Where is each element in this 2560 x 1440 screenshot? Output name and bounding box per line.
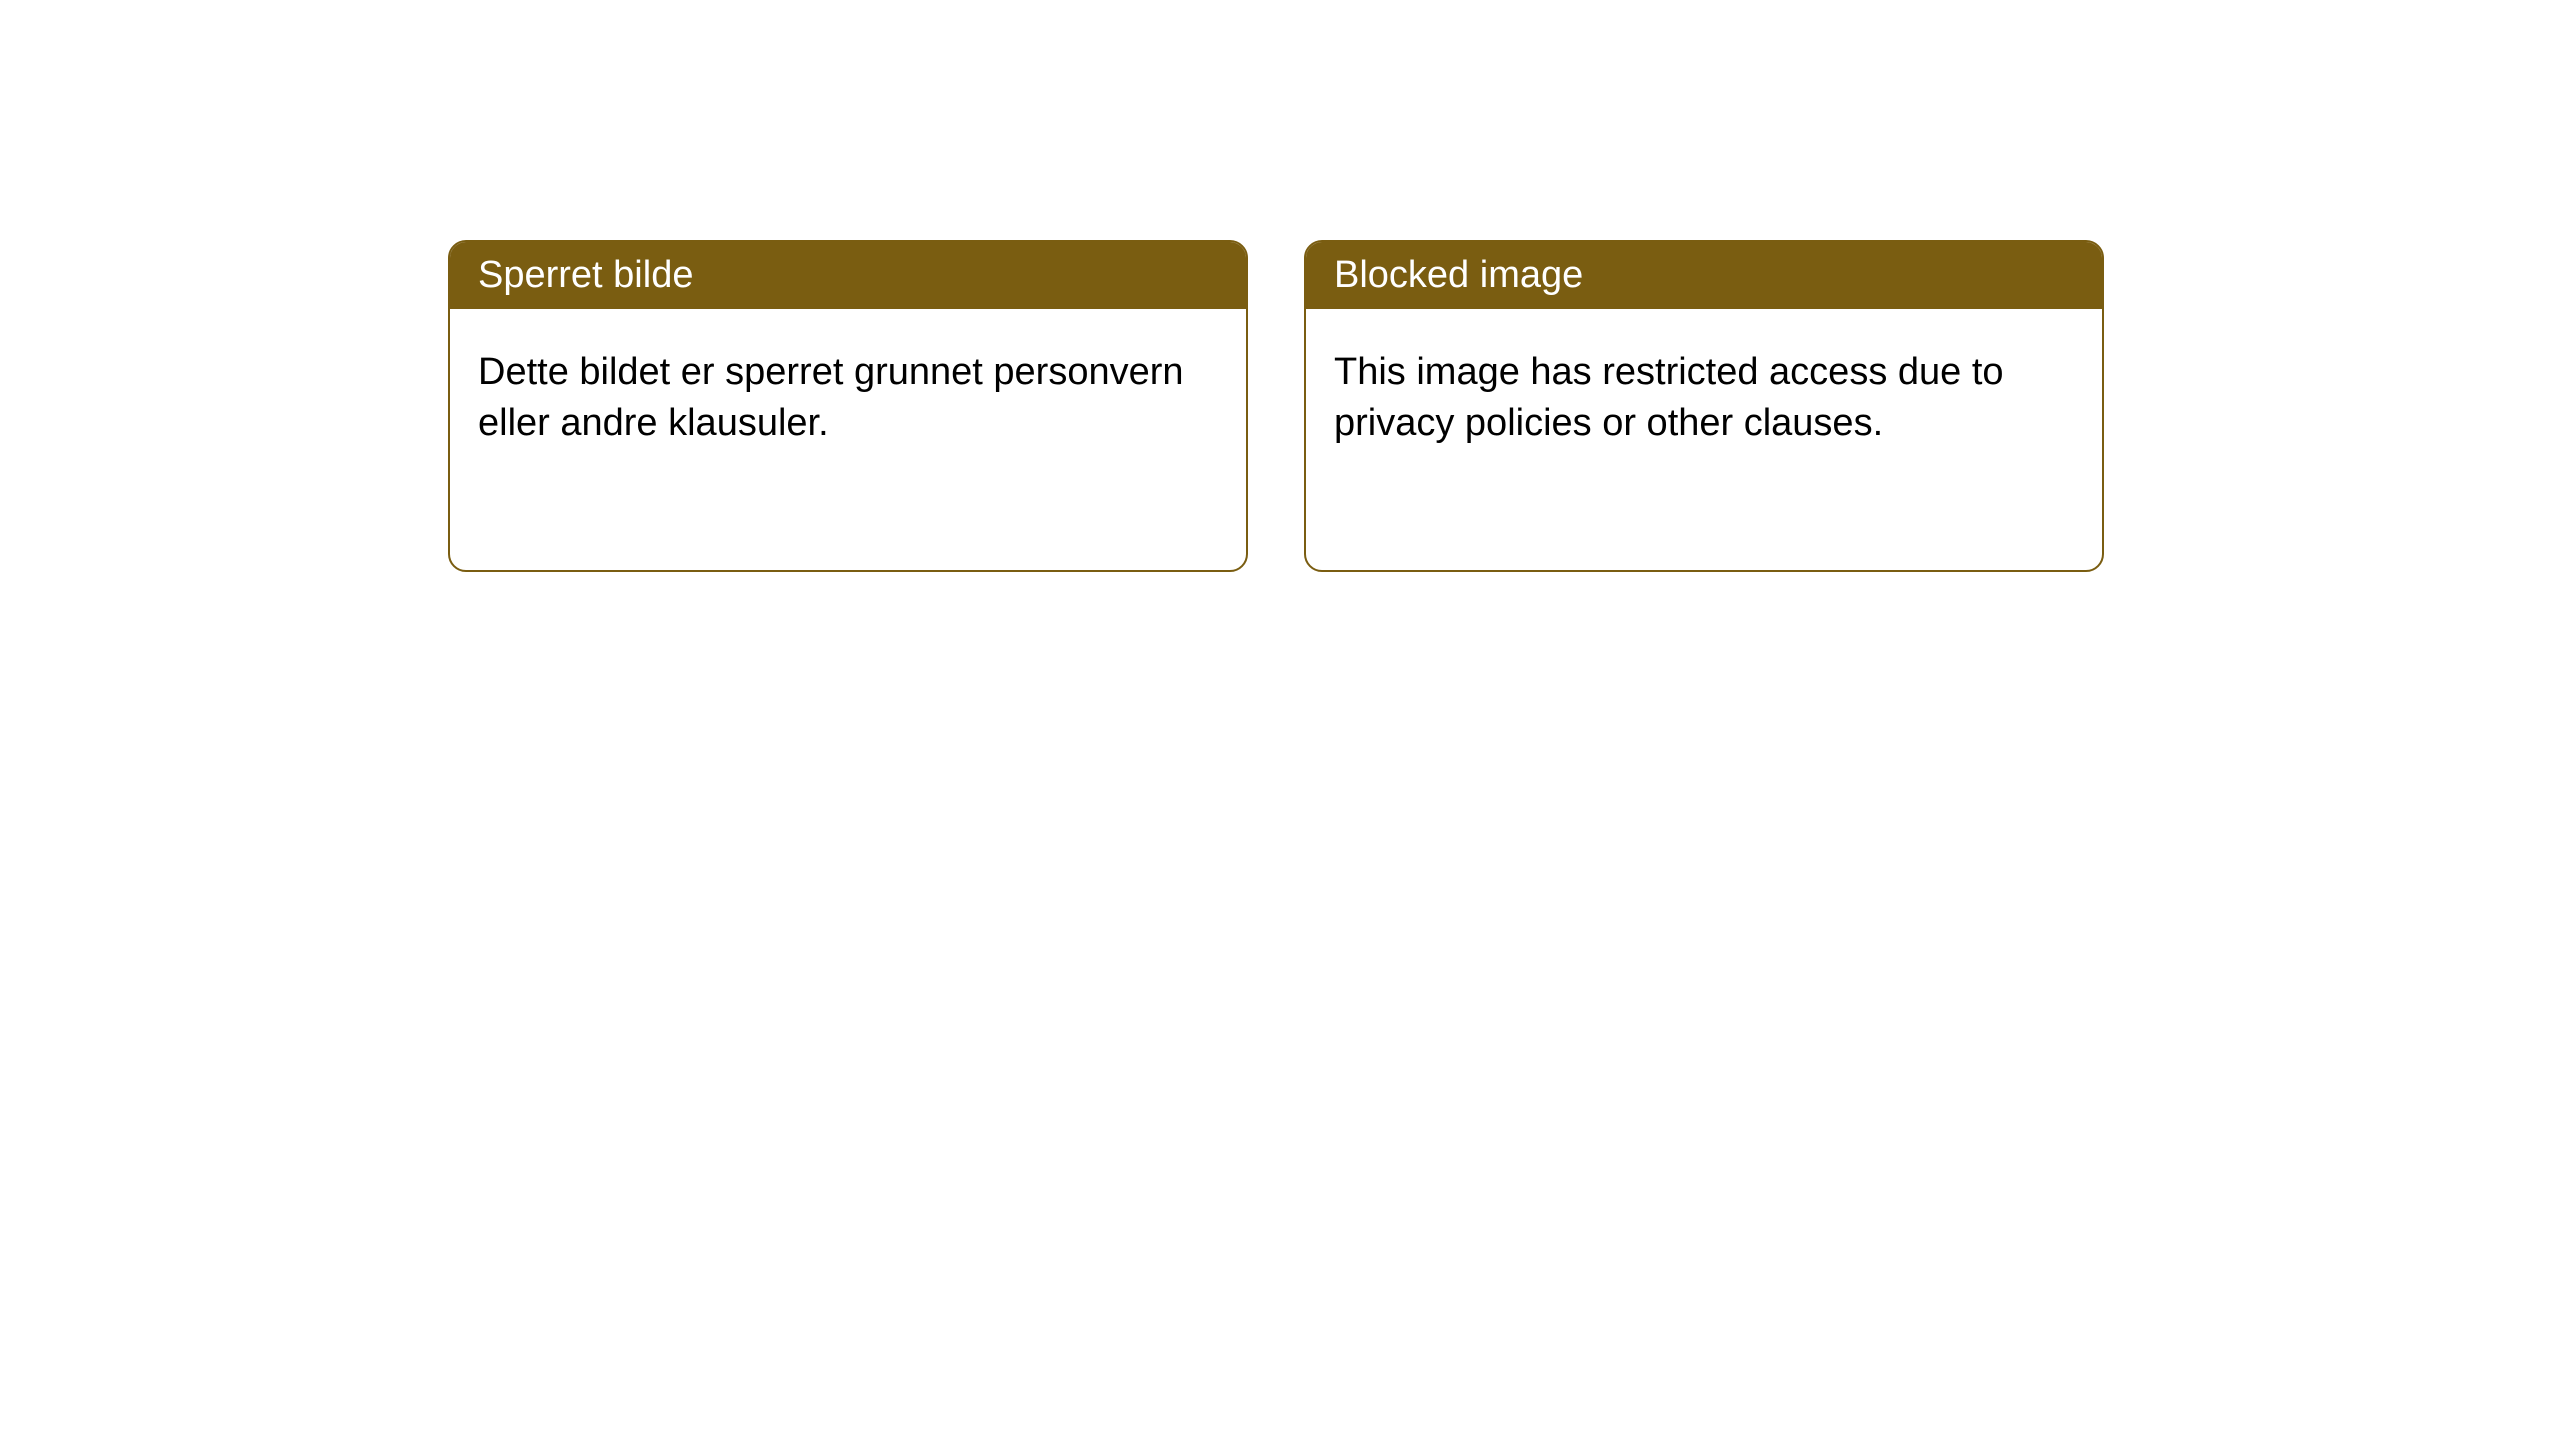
notice-body: This image has restricted access due to …	[1306, 309, 2102, 488]
notices-container: Sperret bilde Dette bildet er sperret gr…	[0, 0, 2560, 572]
notice-body: Dette bildet er sperret grunnet personve…	[450, 309, 1246, 488]
notice-card-norwegian: Sperret bilde Dette bildet er sperret gr…	[448, 240, 1248, 572]
notice-header: Blocked image	[1306, 242, 2102, 309]
notice-card-english: Blocked image This image has restricted …	[1304, 240, 2104, 572]
notice-header: Sperret bilde	[450, 242, 1246, 309]
